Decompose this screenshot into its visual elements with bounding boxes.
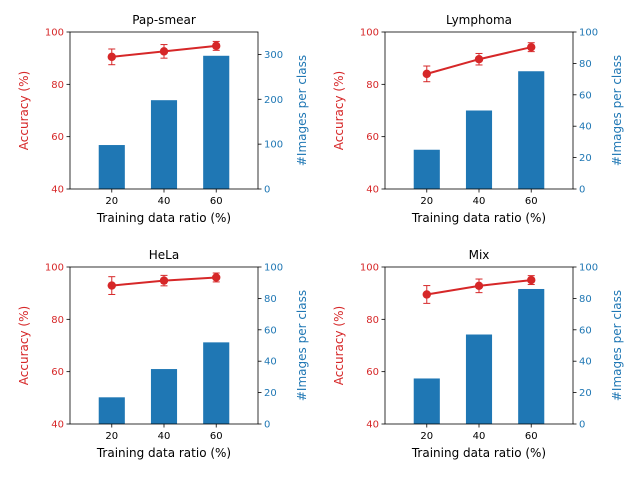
left-tick-label: 40	[51, 185, 64, 196]
accuracy-point	[527, 42, 536, 52]
x-axis-label: Training data ratio (%)	[96, 211, 231, 225]
accuracy-point	[212, 41, 221, 51]
right-tick-label: 60	[579, 325, 592, 336]
images-bar	[203, 342, 230, 424]
accuracy-point	[159, 47, 169, 56]
left-tick-label: 100	[45, 263, 64, 274]
x-tick-label: 40	[473, 431, 486, 442]
x-tick-label: 60	[525, 196, 538, 207]
right-tick-label: 100	[264, 140, 283, 151]
accuracy-point	[107, 52, 116, 62]
x-axis-label: Training data ratio (%)	[411, 446, 546, 460]
right-tick-label: 40	[579, 357, 592, 368]
x-tick-label: 60	[525, 431, 538, 442]
right-tick-label: 20	[579, 388, 592, 399]
right-tick-label: 300	[264, 50, 283, 61]
x-tick-label: 40	[158, 196, 171, 207]
images-bar	[98, 397, 125, 424]
right-tick-label: 40	[579, 122, 592, 133]
x-tick-label: 40	[158, 431, 171, 442]
right-tick-label: 0	[579, 420, 585, 431]
right-tick-label: 100	[264, 263, 283, 274]
left-axis-label: Accuracy (%)	[17, 71, 31, 150]
accuracy-point	[212, 273, 221, 282]
right-tick-label: 200	[264, 95, 283, 106]
left-tick-label: 40	[51, 420, 64, 431]
images-bar	[150, 369, 178, 424]
images-bar	[465, 110, 493, 189]
left-tick-label: 100	[360, 263, 379, 274]
x-tick-label: 20	[105, 196, 118, 207]
right-tick-label: 0	[264, 185, 270, 196]
right-axis-label: #Images per class	[610, 290, 624, 401]
accuracy-point	[159, 276, 169, 285]
left-tick-label: 60	[51, 367, 64, 378]
right-tick-label: 60	[264, 325, 277, 336]
images-bar	[465, 334, 493, 424]
left-tick-label: 40	[366, 185, 379, 196]
left-tick-label: 40	[366, 420, 379, 431]
images-bar	[203, 55, 230, 189]
images-bar	[413, 378, 440, 424]
right-tick-label: 80	[579, 59, 592, 70]
accuracy-point	[422, 69, 431, 79]
accuracy-point	[107, 281, 116, 290]
accuracy-point	[474, 281, 484, 291]
panel-title: Pap-smear	[132, 13, 196, 27]
x-axis-label: Training data ratio (%)	[96, 446, 231, 460]
right-tick-label: 0	[264, 420, 270, 431]
panel-title: Mix	[469, 248, 490, 262]
panel-title: Lymphoma	[446, 13, 512, 27]
left-tick-label: 80	[51, 315, 64, 326]
left-tick-label: 80	[366, 80, 379, 91]
images-bar	[98, 145, 125, 189]
right-axis-label: #Images per class	[295, 55, 309, 166]
right-tick-label: 60	[579, 90, 592, 101]
images-bar	[150, 100, 178, 189]
left-tick-label: 60	[51, 132, 64, 143]
left-tick-label: 60	[366, 367, 379, 378]
accuracy-point	[422, 290, 431, 299]
right-tick-label: 80	[264, 294, 277, 305]
right-tick-label: 20	[579, 153, 592, 164]
x-tick-label: 40	[473, 196, 486, 207]
left-axis-label: Accuracy (%)	[332, 306, 346, 385]
right-axis-label: #Images per class	[610, 55, 624, 166]
right-tick-label: 100	[579, 28, 598, 39]
panel-title: HeLa	[149, 248, 179, 262]
x-tick-label: 20	[420, 196, 433, 207]
images-bar	[518, 71, 545, 189]
right-tick-label: 100	[579, 263, 598, 274]
x-tick-label: 60	[210, 196, 223, 207]
left-tick-label: 100	[45, 28, 64, 39]
x-axis-label: Training data ratio (%)	[411, 211, 546, 225]
right-tick-label: 80	[579, 294, 592, 305]
right-tick-label: 40	[264, 357, 277, 368]
x-tick-label: 60	[210, 431, 223, 442]
left-tick-label: 100	[360, 28, 379, 39]
images-bar	[413, 149, 440, 189]
images-bar	[518, 288, 545, 424]
right-axis-label: #Images per class	[295, 290, 309, 401]
left-axis-label: Accuracy (%)	[17, 306, 31, 385]
left-tick-label: 80	[366, 315, 379, 326]
x-tick-label: 20	[105, 431, 118, 442]
left-tick-label: 60	[366, 132, 379, 143]
accuracy-point	[527, 275, 536, 285]
x-tick-label: 20	[420, 431, 433, 442]
right-tick-label: 0	[579, 185, 585, 196]
left-tick-label: 80	[51, 80, 64, 91]
accuracy-point	[474, 55, 484, 64]
right-tick-label: 20	[264, 388, 277, 399]
left-axis-label: Accuracy (%)	[332, 71, 346, 150]
